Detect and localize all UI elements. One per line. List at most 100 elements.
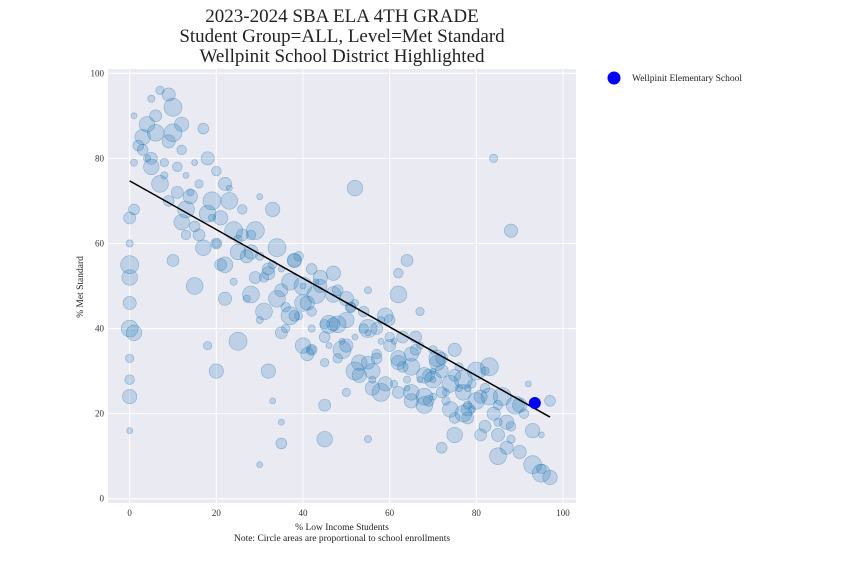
school-point (480, 366, 490, 376)
school-point (173, 214, 190, 231)
school-point (122, 389, 138, 405)
x-tick-label: 60 (385, 508, 395, 518)
school-point (455, 384, 463, 393)
school-point (166, 254, 180, 267)
school-point (328, 315, 347, 333)
school-point (208, 214, 216, 222)
legend: Wellpinit Elementary School (607, 71, 742, 85)
school-point (149, 109, 162, 123)
school-point (434, 364, 449, 378)
school-point (200, 151, 215, 166)
school-point (280, 306, 300, 326)
school-point (332, 340, 352, 360)
x-axis-label: % Low Income Students (295, 523, 389, 533)
school-point (121, 269, 138, 286)
chart-title-line-2: Student Group=ALL, Level=Met Standard (179, 26, 505, 47)
school-point (346, 180, 364, 197)
school-point (390, 350, 407, 367)
school-point (396, 361, 409, 373)
school-point (147, 94, 156, 103)
school-point (120, 319, 139, 338)
school-point (489, 153, 499, 163)
school-point (403, 375, 411, 384)
school-point (364, 286, 372, 295)
y-tick-label: 60 (95, 238, 105, 248)
school-point (258, 272, 270, 283)
school-point (435, 386, 448, 399)
x-tick-label: 20 (212, 508, 222, 518)
school-point (332, 353, 343, 364)
school-point (392, 386, 405, 399)
school-point (371, 348, 382, 360)
school-point (463, 400, 473, 410)
school-point (128, 203, 140, 216)
school-point (192, 228, 206, 242)
school-point (351, 367, 367, 383)
school-point (415, 387, 434, 406)
school-point (536, 463, 547, 475)
y-tick-label: 40 (95, 324, 105, 334)
y-axis-label: % Met Standard (76, 256, 86, 318)
school-point (370, 322, 383, 335)
school-point (299, 295, 315, 311)
school-point (275, 437, 288, 450)
school-point (368, 375, 377, 384)
school-point (491, 428, 505, 442)
y-tick-label: 80 (95, 153, 105, 163)
school-point (345, 361, 365, 381)
school-point (177, 200, 195, 219)
school-point (442, 401, 459, 418)
school-point (306, 306, 317, 317)
school-point (307, 324, 316, 333)
school-point (319, 314, 339, 334)
school-point (267, 238, 287, 258)
school-point (260, 363, 276, 379)
school-point (274, 283, 289, 298)
school-point (489, 447, 507, 465)
school-point (278, 418, 285, 426)
school-point (195, 239, 212, 256)
school-point (400, 254, 414, 267)
school-point (214, 258, 227, 272)
school-point (280, 302, 291, 313)
school-point (506, 434, 516, 444)
school-point (172, 161, 183, 172)
school-point (435, 441, 448, 454)
school-point (186, 188, 195, 197)
school-point (236, 228, 249, 242)
school-point (198, 204, 217, 223)
school-point (318, 331, 331, 343)
school-point (197, 122, 210, 135)
school-point (294, 311, 304, 321)
school-point (351, 299, 359, 307)
school-point (518, 408, 530, 419)
school-point (218, 176, 232, 191)
school-point (525, 423, 541, 439)
school-point (136, 144, 149, 156)
school-point (393, 268, 404, 279)
school-point (213, 210, 229, 226)
school-point (146, 124, 165, 142)
school-point (218, 291, 232, 306)
school-point (249, 271, 262, 284)
school-point (409, 344, 422, 356)
school-point (293, 251, 304, 262)
school-point (480, 387, 499, 406)
school-point (132, 139, 145, 152)
school-point (281, 273, 299, 291)
school-point (383, 339, 396, 352)
school-point (448, 412, 461, 424)
school-point (176, 144, 187, 155)
school-point (364, 380, 380, 396)
legend-marker (607, 71, 621, 85)
school-point (341, 387, 351, 397)
school-point (155, 85, 165, 95)
school-point (320, 358, 330, 368)
school-point (151, 175, 169, 193)
school-point (256, 461, 263, 469)
school-point (416, 367, 433, 384)
school-point (429, 354, 446, 371)
school-point (364, 329, 372, 337)
school-point (325, 342, 333, 349)
school-point (460, 402, 475, 417)
